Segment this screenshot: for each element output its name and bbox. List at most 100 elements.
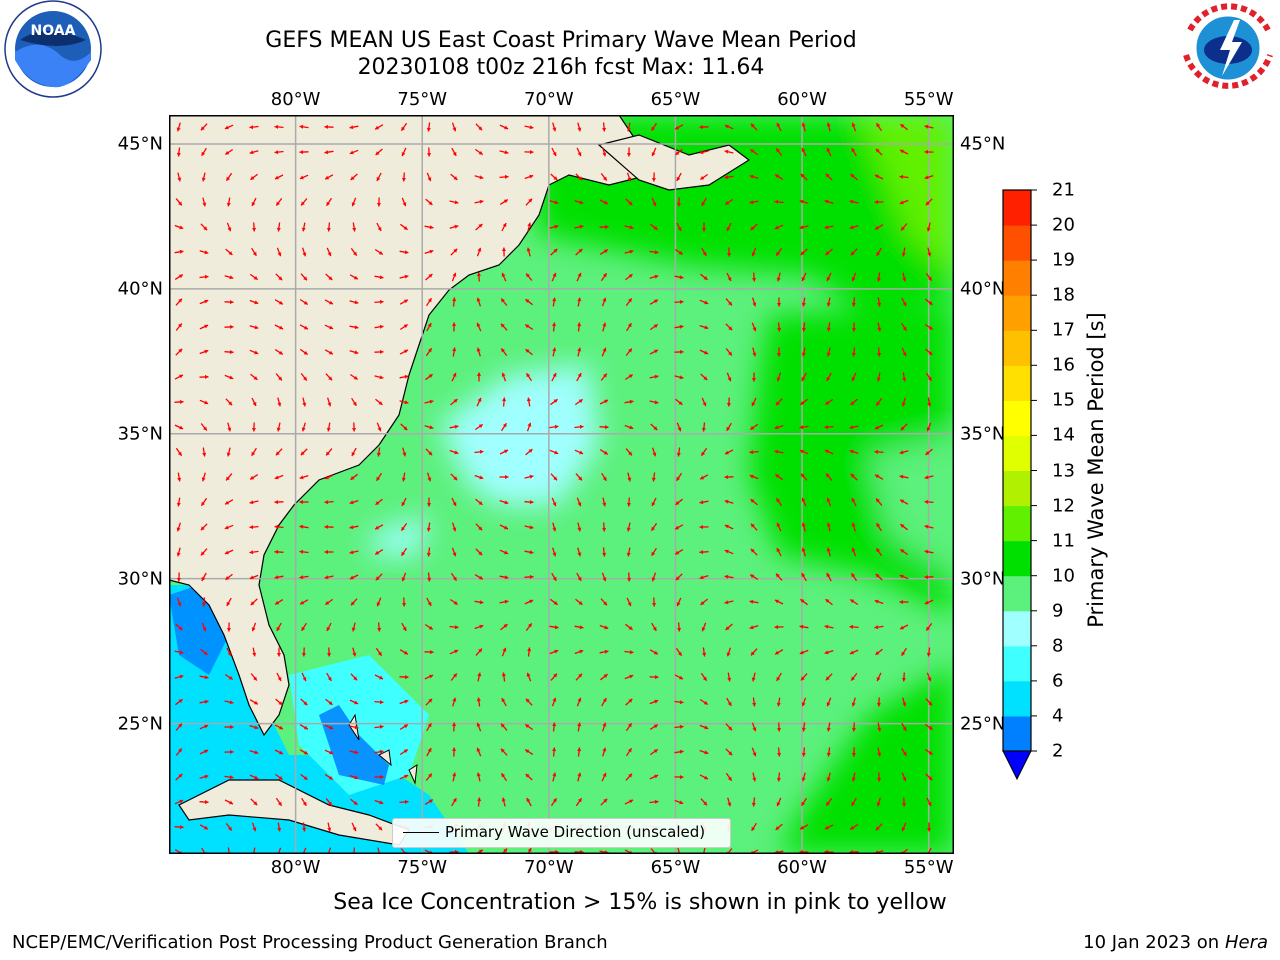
wave-arrow-head (478, 526, 483, 531)
wave-arrow-head (224, 125, 229, 130)
wave-arrow-head (354, 775, 359, 780)
wave-arrow-head (526, 247, 531, 252)
wave-arrow-head (405, 675, 409, 680)
wave-arrow-head (801, 702, 806, 707)
wave-arrow-head (227, 227, 232, 232)
wave-arrow-head (653, 724, 658, 729)
wave-arrow-head (727, 377, 732, 382)
wave-arrow-head (774, 449, 779, 454)
wave-arrow-head (577, 772, 582, 777)
wave-arrow-head (727, 802, 732, 807)
wave-arrow-head (900, 149, 904, 154)
wave-arrow-head (278, 350, 283, 355)
wave-arrow-head (875, 174, 879, 179)
wave-arrow-head (851, 498, 856, 502)
wave-arrow-head (728, 751, 733, 756)
wave-arrow-head (776, 123, 781, 127)
wave-arrow-head (629, 799, 633, 804)
wave-arrow-head (254, 325, 259, 330)
wave-arrow-head (525, 698, 530, 703)
wave-arrow-head (849, 425, 854, 430)
wave-arrow-head (301, 201, 305, 206)
wave-arrow-head (252, 827, 257, 832)
wave-arrow-head (924, 549, 929, 554)
wave-arrow-head (928, 351, 933, 355)
wave-arrow-head (177, 451, 182, 456)
wave-arrow-head (825, 173, 830, 178)
wave-arrow-head (401, 551, 406, 556)
wave-arrow-head (503, 624, 508, 628)
wave-arrow-head (851, 148, 856, 153)
wave-arrow-head (725, 626, 730, 630)
wave-arrow-head (826, 752, 831, 757)
wave-arrow-head (529, 125, 534, 130)
wave-arrow-head (277, 827, 282, 832)
wave-arrow-head (176, 527, 181, 532)
wave-arrow-head (430, 650, 434, 655)
wave-arrow-head (925, 201, 930, 206)
wave-arrow-head (900, 549, 905, 554)
wave-arrow-head (724, 524, 729, 529)
wave-arrow-head (452, 272, 457, 277)
wave-arrow-head (452, 798, 457, 803)
wave-arrow (650, 848, 657, 854)
wave-arrow-head (477, 397, 482, 402)
wave-arrow-head (578, 399, 583, 404)
colorbar-tick-label: 2 (1052, 740, 1064, 762)
wave-arrow-head (403, 324, 408, 329)
wave-arrow-head (627, 177, 632, 182)
wave-arrow-head (277, 252, 282, 257)
wave-arrow-head (252, 251, 257, 256)
wave-arrow (277, 847, 282, 854)
wave-arrow-head (654, 250, 659, 255)
wave-arrow-head (452, 697, 457, 702)
colorbar-tick-label: 8 (1052, 635, 1064, 657)
wave-arrow (377, 847, 381, 854)
wave-arrow-head (926, 626, 930, 631)
wave-arrow-head (529, 525, 534, 530)
wave-arrow-head (775, 401, 780, 406)
wave-arrow-head (679, 275, 684, 280)
colorbar-segment (1003, 260, 1031, 296)
wave-arrow-head (801, 327, 806, 332)
wave-arrow-head (402, 452, 407, 457)
wave-arrow-head (651, 126, 656, 131)
wave-arrow-head (379, 749, 384, 754)
wave-arrow-head (203, 226, 208, 231)
wave-arrow-head (653, 324, 658, 329)
wave-arrow-head (651, 577, 656, 582)
wave-arrow-head (254, 750, 259, 755)
wave-arrow-head (204, 800, 209, 805)
wave-arrow-head (403, 226, 408, 230)
wave-arrow-head (651, 178, 656, 182)
wave-arrow-head (404, 400, 409, 405)
footer-host: Hera (1224, 932, 1268, 953)
colorbar-segment (1003, 540, 1031, 577)
wave-arrow-head (327, 827, 332, 832)
wave-arrow-head (776, 702, 781, 707)
wave-arrow-head (602, 577, 607, 582)
wave-arrow-head (452, 297, 457, 302)
wave-arrow-head (653, 299, 658, 304)
wave-arrow-head (776, 522, 781, 527)
wave-arrow-head (801, 497, 806, 502)
wave-arrow-head (375, 550, 380, 555)
wave-arrow-head (229, 375, 234, 380)
wave-arrow-head (704, 725, 709, 730)
wave-arrow-head (349, 550, 354, 555)
wave-arrow-head (749, 474, 754, 479)
lat-tick-label-right: 25°N (960, 713, 1006, 735)
wave-arrow-head (204, 274, 209, 279)
wave-arrow-head (275, 175, 279, 180)
wave-arrow-head (553, 248, 558, 253)
wave-arrow-head (230, 300, 234, 305)
wave-arrow-head (924, 124, 929, 129)
lon-tick-label-bottom: 80°W (270, 857, 321, 878)
wave-arrow (400, 848, 407, 854)
wave-arrow-head (825, 599, 830, 603)
wave-arrow-head (776, 148, 780, 153)
wave-arrow-head (799, 425, 804, 430)
wave-arrow-head (380, 774, 384, 780)
wave-arrow-head (178, 348, 183, 353)
wave-arrow-head (776, 353, 781, 357)
